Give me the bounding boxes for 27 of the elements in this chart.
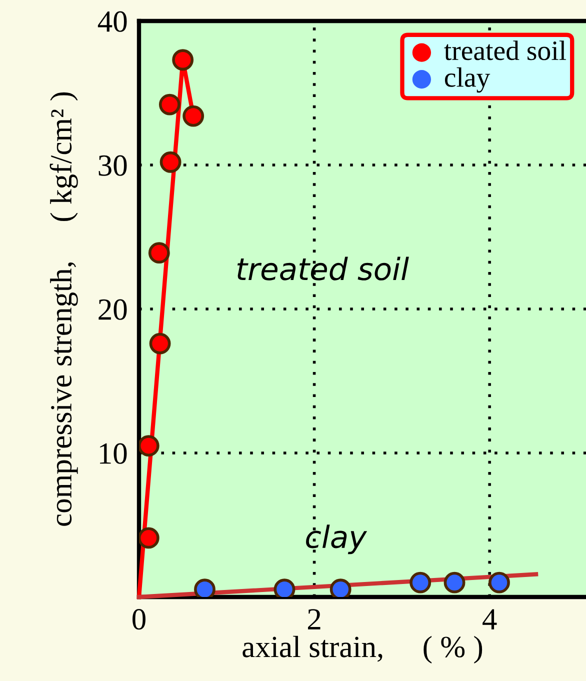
point — [194, 578, 216, 597]
y-tick-label: 20 — [98, 299, 127, 320]
annotation: clay — [306, 524, 368, 554]
point — [160, 151, 182, 173]
point — [488, 572, 510, 594]
x-tick-label: 2 — [308, 609, 320, 630]
point — [158, 94, 180, 116]
x-tick-label: 4 — [482, 609, 497, 630]
y-tick-label: 10 — [100, 443, 127, 464]
point — [149, 332, 171, 354]
y-tick-label: 40 — [98, 11, 127, 32]
y-axis-title: compressive strength, ( kgf/cm² ) — [50, 92, 78, 526]
x-axis-title: axial strain, ( % ) — [242, 636, 482, 664]
point — [444, 572, 466, 594]
point — [274, 578, 296, 597]
x-tick-label: 0 — [132, 608, 146, 630]
annotation: treated soil — [237, 256, 409, 280]
point — [139, 435, 160, 457]
point — [148, 242, 170, 264]
point — [139, 527, 160, 549]
legend-label: treated soil — [444, 40, 566, 60]
point — [330, 578, 352, 597]
legend-label: clay — [444, 67, 490, 93]
y-tick-label: 30 — [98, 155, 127, 176]
point — [172, 49, 194, 71]
point — [410, 572, 432, 594]
point — [182, 105, 204, 127]
